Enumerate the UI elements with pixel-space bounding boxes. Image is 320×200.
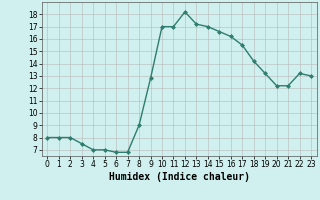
X-axis label: Humidex (Indice chaleur): Humidex (Indice chaleur) — [109, 172, 250, 182]
